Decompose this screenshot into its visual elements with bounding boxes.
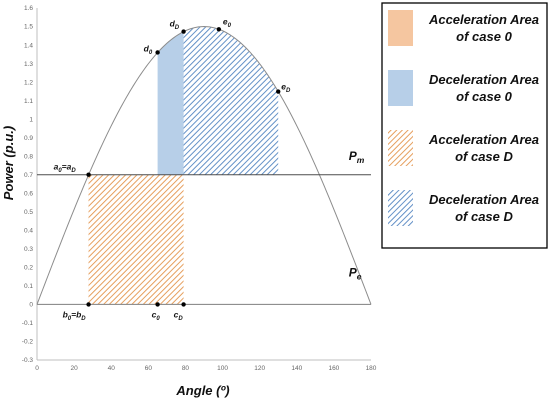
x-tick-label: 120: [254, 365, 265, 372]
area-deceleration-area-of-case-d: [183, 26, 279, 175]
x-tick-label: 160: [328, 365, 339, 372]
legend-label: of case 0: [456, 89, 512, 104]
legend: Acceleration Area of case 0 Deceleration A…: [381, 2, 548, 249]
areas-layer: [88, 26, 279, 305]
y-tick-label: 1.4: [24, 42, 33, 49]
point-d0: [155, 50, 160, 55]
point-label-d0: d0: [144, 43, 153, 56]
x-tick-label: 0: [35, 365, 39, 372]
y-tick-label: 0.2: [24, 265, 33, 272]
point-label-e0: e0: [223, 16, 232, 29]
point-label-c0: c0: [152, 309, 161, 322]
point-c0: [155, 302, 160, 307]
point-eD: [276, 89, 281, 94]
legend-label: Deceleration Area: [429, 72, 539, 87]
point-label-dD: dD: [170, 19, 180, 32]
point-label-eD: eD: [281, 82, 291, 95]
legend-label: of case D: [455, 149, 513, 164]
y-tick-label: 1: [29, 116, 33, 123]
y-tick-label: 0.8: [24, 153, 33, 160]
y-tick-label: 1.3: [24, 61, 33, 68]
y-tick-label: 0.1: [24, 283, 33, 290]
y-tick-label: 0.7: [24, 172, 33, 179]
point-cD: [181, 302, 186, 307]
y-tick-label: -0.1: [22, 320, 34, 327]
legend-swatch: [388, 190, 413, 226]
point-dD: [181, 29, 186, 34]
x-axis-title: Angle (º): [175, 383, 229, 398]
y-tick-label: -0.3: [22, 357, 34, 364]
y-tick-label: 0: [29, 302, 33, 309]
pe-curve-line: [36, 26, 372, 305]
y-tick-label: 0.5: [24, 209, 33, 216]
y-axis-title: Power (p.u.): [1, 126, 16, 200]
point-a0: [86, 172, 91, 177]
legend-label: of case D: [455, 209, 513, 224]
legend-label: Acceleration Area: [428, 12, 539, 27]
y-tick-label: 0.9: [24, 135, 33, 142]
x-tick-label: 100: [217, 365, 228, 372]
legend-swatch: [388, 10, 413, 46]
x-tick-label: 40: [108, 365, 116, 372]
point-b0: [86, 302, 91, 307]
legend-swatch: [388, 130, 413, 166]
series-layer: Pm Pe: [36, 26, 372, 305]
legend-swatch: [388, 70, 413, 106]
x-tick-label: 80: [182, 365, 190, 372]
y-tick-label: 0.3: [24, 246, 33, 253]
point-label-a0: a0=aD: [54, 162, 77, 175]
x-tick-label: 60: [145, 365, 153, 372]
x-tick-label: 180: [366, 365, 377, 372]
y-tick-label: 1.5: [24, 24, 33, 31]
legend-label: of case 0: [456, 29, 512, 44]
legend-label: Deceleration Area: [429, 192, 539, 207]
curve-label-pe: Pe: [349, 266, 362, 282]
y-tick-label: 0.6: [24, 190, 33, 197]
x-tick-label: 140: [291, 365, 302, 372]
axes-layer: -0.3 -0.2 -0.1 0 0.1 0.2 0.3 0.4 0.5 0.6 0.7 0.8 0.9…: [22, 5, 377, 372]
y-tick-label: 1.1: [24, 98, 33, 105]
point-label-b0: b0=bD: [63, 309, 87, 322]
point-e0: [216, 27, 222, 32]
y-tick-label: -0.2: [22, 339, 34, 346]
x-tick-label: 20: [70, 365, 78, 372]
curve-label-pm: Pm: [349, 149, 365, 165]
y-tick-label: 1.6: [24, 5, 33, 12]
area-acceleration-area-of-case-d: [88, 174, 184, 305]
y-tick-label: 1.2: [24, 79, 33, 86]
point-label-cD: cD: [174, 309, 184, 322]
legend-label: Acceleration Area: [428, 132, 539, 147]
y-tick-label: 0.4: [24, 228, 33, 235]
